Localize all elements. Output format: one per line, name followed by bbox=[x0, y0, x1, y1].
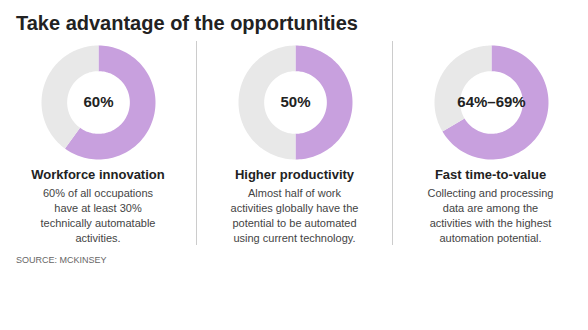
html-text:Fast time-to-value: Fast time-to-value bbox=[434, 167, 547, 182]
html-text:Almost half of work activities: Almost half of work activities globally … bbox=[230, 187, 359, 244]
html-text:Higher productivity: Higher productivity bbox=[234, 167, 355, 182]
svg-text:60%: 60% bbox=[83, 93, 113, 110]
html-text:Collecting and processing data: Collecting and processing data are among… bbox=[427, 187, 554, 244]
html-text:Take advantage of the opportun: Take advantage of the opportunities bbox=[16, 12, 358, 34]
svg-text:50%: 50% bbox=[280, 93, 310, 110]
svg-text:64%–69%: 64%–69% bbox=[457, 93, 525, 110]
html-text:60% of all occupations have at: 60% of all occupations have at least 30%… bbox=[40, 187, 156, 244]
html-text:SOURCE: MCKINSEY: SOURCE: MCKINSEY bbox=[16, 255, 107, 266]
html-text:Workforce innovation: Workforce innovation bbox=[31, 167, 165, 182]
